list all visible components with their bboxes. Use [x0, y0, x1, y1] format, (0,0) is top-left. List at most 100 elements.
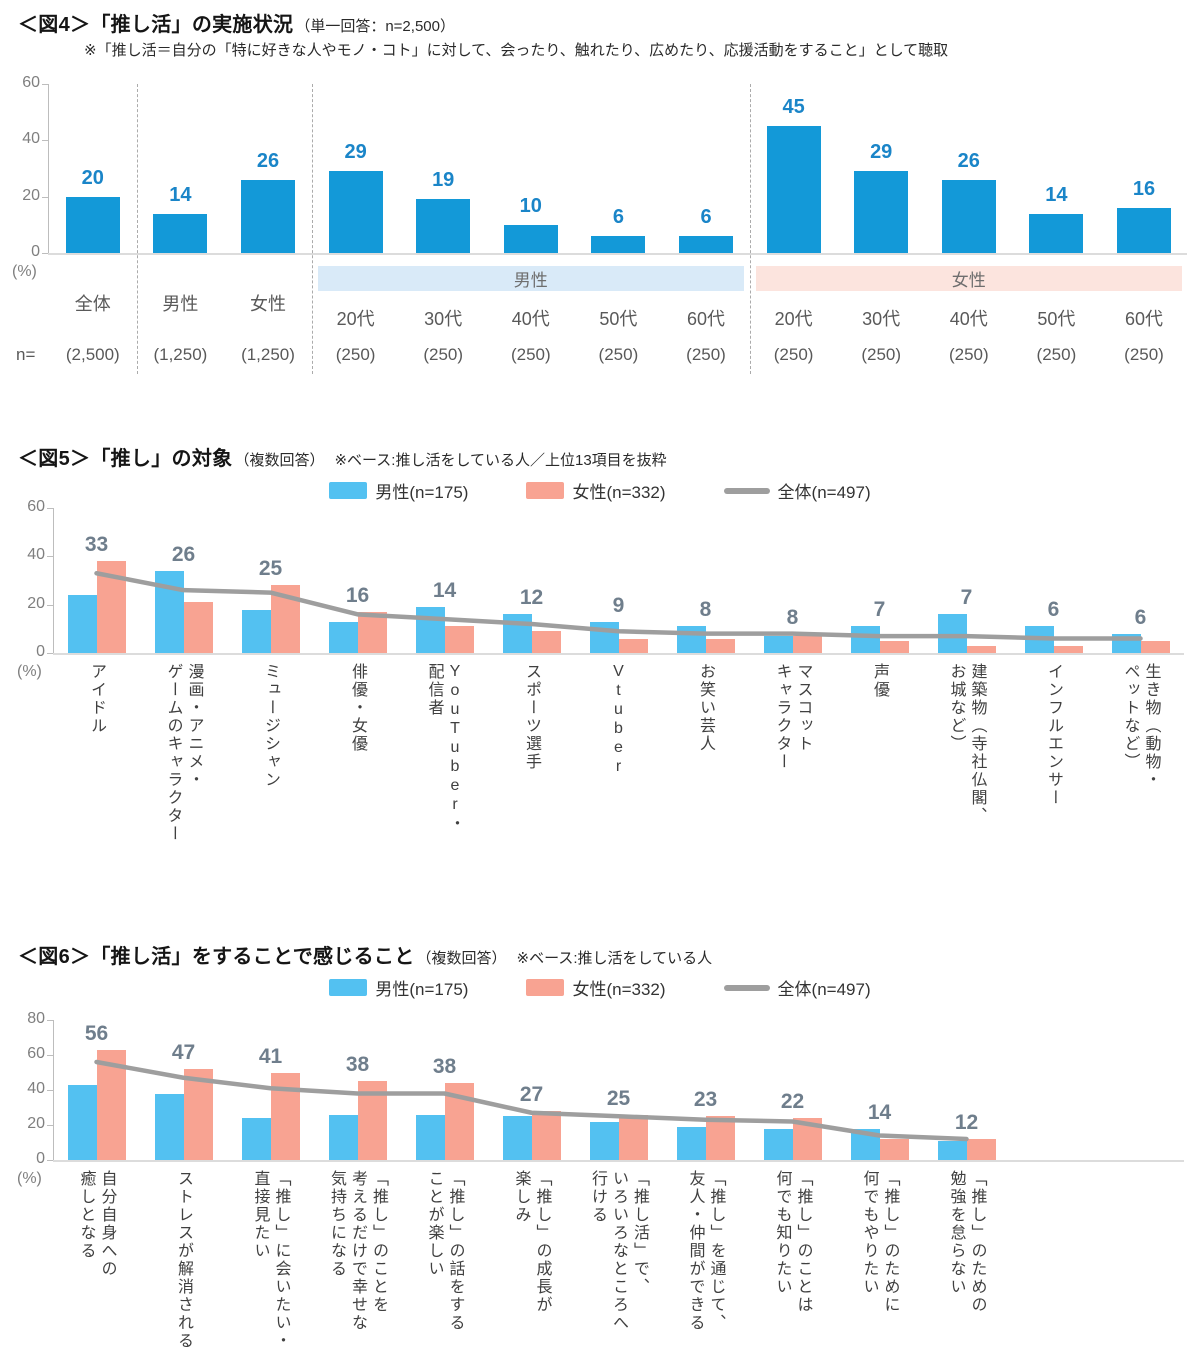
total-value-label: 12: [954, 1111, 979, 1134]
bar-male: [937, 1140, 967, 1160]
category-label-text: アイドル: [88, 663, 105, 735]
n-label: (250): [598, 345, 639, 364]
category-label: 30代: [862, 309, 901, 329]
bar-male: [154, 570, 184, 653]
bar-male: [1024, 626, 1054, 653]
bar-female: [444, 626, 474, 653]
bar-value-label: 10: [519, 194, 542, 217]
fig5-note: ※ベース:推し活をしている人／上位13項目を抜粋: [334, 452, 667, 469]
category-label-text: 「推し」のことを 考えるだけで幸せな 気持ちになる: [328, 1170, 387, 1332]
bar: [591, 236, 646, 253]
fig5-chart: 0 20 40 60 (%) 33 アイドル 26 漫画・アニメ・ ゲームのキャラクター 25 ミュ…: [0, 430, 1200, 935]
category-label: ミュージシャン: [228, 663, 314, 887]
n-label: (1,250): [153, 345, 208, 364]
y-axis-tick-label: 40: [27, 1080, 45, 1097]
category-label: 60代: [1124, 309, 1164, 329]
bar-female: [879, 1139, 909, 1160]
total-value-label: 16: [345, 583, 370, 607]
category-label-text: スポーツ選手: [523, 663, 540, 771]
category-label: スポーツ選手: [489, 663, 575, 887]
category-label: 漫画・アニメ・ ゲームのキャラクター: [141, 663, 227, 887]
bar-male: [589, 1121, 619, 1160]
y-axis-line: [53, 1020, 54, 1160]
total-value-label: 14: [867, 1100, 892, 1124]
bar-male: [589, 621, 619, 653]
fig5-section: ＜図5＞「推し」の対象 （複数回答） ※ベース:推し活をしている人／上位13項目を抜…: [0, 430, 1200, 935]
legend-label: 男性(n=175): [375, 483, 469, 502]
legend-item: 男性(n=175): [329, 975, 468, 1000]
legend-item: 女性(n=332): [526, 478, 666, 503]
y-axis-tick: [47, 604, 53, 606]
y-axis-tick: [47, 1160, 53, 1161]
bar-female: [183, 602, 213, 653]
bar-female: [444, 1083, 474, 1160]
bar: [1117, 207, 1171, 253]
category-label: 全体: [74, 294, 111, 314]
n-label: (250): [1036, 345, 1077, 364]
bar-male: [67, 1084, 97, 1160]
bar-male: [154, 1093, 184, 1160]
y-axis-tick-label: 60: [27, 1045, 45, 1062]
y-axis-tick: [42, 140, 48, 142]
bar-female: [357, 611, 387, 653]
category-label-text: 「推し」のことは 何でも知りたい: [773, 1170, 812, 1314]
bar-male: [415, 1114, 445, 1160]
total-value-label: 41: [258, 1044, 283, 1068]
category-label: 生き物（動物・ ペットなど）: [1098, 663, 1184, 887]
total-value-label: 47: [171, 1041, 196, 1064]
category-label: 建築物（寺社仏閣、 お城など）: [924, 663, 1010, 887]
total-value-label: 6: [1047, 598, 1060, 622]
y-axis-tick: [42, 253, 48, 254]
y-axis-unit-label: (%): [12, 263, 37, 280]
bar-male: [850, 626, 880, 653]
category-label: 「推し」のための 勉強を怠らない: [924, 1170, 1010, 1364]
total-value-label: 38: [432, 1055, 457, 1078]
y-axis-tick: [47, 653, 53, 654]
fig5-title-paren: （複数回答）: [234, 452, 325, 469]
fig5-legend: 男性(n=175) 女性(n=332) 全体(n=497): [0, 478, 1200, 503]
fig6-title: ＜図6＞「推し活」をすることで感じること （複数回答） ※ベース:推し活をしている人: [18, 940, 712, 969]
y-axis-tick: [47, 1055, 53, 1056]
y-axis-line: [48, 84, 49, 253]
y-axis-tick-label: 0: [36, 643, 45, 660]
n-label: (250): [773, 345, 814, 364]
bar-male: [241, 1118, 271, 1160]
category-label: 20代: [336, 309, 375, 329]
bar-value-label: 14: [169, 183, 192, 206]
category-label: 「推し」のために 何でもやりたい: [837, 1170, 923, 1364]
y-axis-unit-label: (%): [17, 1170, 42, 1187]
y-axis-tick: [47, 1020, 53, 1021]
total-value-label: 14: [432, 579, 457, 603]
total-value-label: 6: [1134, 605, 1147, 629]
category-label: 「推し」を通じて、 友人・仲間ができる: [663, 1170, 749, 1364]
bar-value-label: 6: [612, 206, 624, 229]
bar-male: [676, 1126, 706, 1160]
bar-female: [792, 1118, 822, 1160]
category-label-text: 「推し」を通じて、 友人・仲間ができる: [686, 1170, 725, 1332]
category-label: 40代: [511, 309, 550, 329]
legend-swatch: [723, 487, 770, 494]
group-band: 女性: [755, 266, 1182, 291]
bar-male: [328, 1114, 358, 1160]
bar-value-label: 6: [700, 206, 712, 229]
legend-swatch: [526, 482, 565, 499]
n-label: (250): [1124, 345, 1164, 364]
bar-male: [676, 626, 706, 653]
n-label: (250): [335, 345, 376, 364]
bar-female: [792, 636, 822, 653]
category-label: 俳優・女優: [315, 663, 401, 887]
category-label: 「推し」のことを 考えるだけで幸せな 気持ちになる: [315, 1170, 401, 1364]
category-label-text: 「推し」に会いたい・ 直接見たい: [251, 1170, 290, 1350]
section-divider: [136, 84, 138, 374]
legend-item: 女性(n=332): [526, 975, 666, 1000]
legend-label: 女性(n=332): [572, 483, 666, 502]
bar-female: [531, 1111, 561, 1160]
category-label: 自分自身への 癒しとなる: [54, 1170, 140, 1364]
y-axis-tick-label: 40: [27, 546, 45, 564]
section-divider: [749, 84, 751, 374]
n-label: (1,250): [241, 345, 295, 364]
legend-item: 全体(n=497): [723, 975, 871, 1000]
total-value-label: 9: [612, 593, 625, 617]
total-value-label: 12: [519, 586, 544, 610]
category-label: 「推し」の話をする ことが楽しい: [402, 1170, 488, 1364]
